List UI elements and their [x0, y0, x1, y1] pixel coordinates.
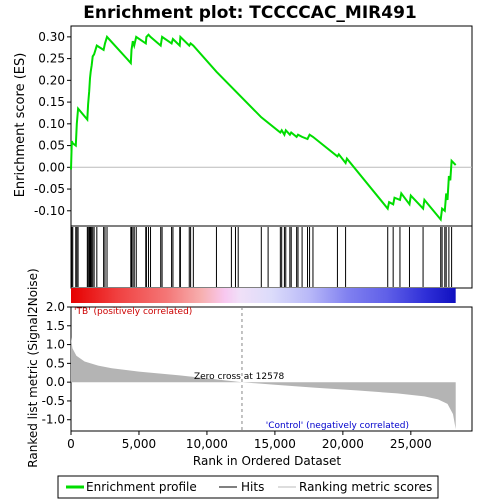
enrichment-profile-line [70, 33, 457, 222]
x-axis: 0 5,000 10,000 15,000 20,000 25,000 [67, 431, 432, 451]
metric-y-axis-label: Ranked list metric (Signal2Noise) [26, 268, 40, 467]
es-panel: 0.30 0.25 0.20 0.15 0.10 0.05 0.00 -0.05 -0.10 E… [13, 25, 473, 227]
es-y-tick-label: 0.00 [38, 160, 65, 174]
metric-y-tick-label: 0.5 [46, 356, 65, 370]
metric-y-tick-label: -1.0 [42, 413, 65, 427]
rank-color-bar [71, 288, 456, 303]
hits-panel [70, 225, 473, 289]
legend-enrichment-profile-label: Enrichment profile [86, 480, 197, 494]
legend-frame [57, 475, 439, 499]
metric-panel-frame [70, 306, 473, 432]
es-y-axis-label: Enrichment score (ES) [13, 53, 28, 198]
legend-hits-label: Hits [241, 480, 264, 494]
x-tick-label: 20,000 [322, 437, 364, 451]
x-tick-label: 0 [67, 437, 75, 451]
es-y-tick-label: 0.10 [38, 117, 65, 131]
chart-title: Enrichment plot: TCCCCAC_MIR491 [83, 3, 416, 23]
metric-panel: 2.0 1.5 1.0 0.5 0.0 -0.5 -1.0 Zero cross at 12… [26, 268, 473, 468]
ranking-metric-area [71, 337, 456, 430]
zero-cross-label: Zero cross at 12578 [194, 372, 285, 382]
es-y-tick-label: -0.10 [34, 204, 65, 218]
metric-y-tick-label: -0.5 [42, 394, 65, 408]
rank-gradient-bar [71, 288, 456, 303]
es-y-tick-label: 0.20 [38, 73, 65, 87]
x-axis-label: Rank in Ordered Dataset [193, 454, 341, 468]
es-y-tick-label: -0.05 [34, 182, 65, 196]
legend: Enrichment profile Hits Ranking metric s… [57, 475, 439, 499]
metric-y-tick-label: 2.0 [46, 300, 65, 314]
hits-panel-frame [70, 225, 473, 289]
es-y-tick-label: 0.25 [38, 52, 65, 66]
x-tick-label: 25,000 [390, 437, 432, 451]
x-tick-label: 5,000 [122, 437, 156, 451]
es-y-tick-label: 0.15 [38, 95, 65, 109]
es-y-tick-label: 0.05 [38, 139, 65, 153]
x-tick-label: 15,000 [254, 437, 296, 451]
metric-y-tick-label: 1.5 [46, 319, 65, 333]
metric-y-tick-label: 1.0 [46, 338, 65, 352]
legend-ranking-metric-label: Ranking metric scores [299, 480, 432, 494]
metric-y-tick-label: 0.0 [46, 375, 65, 389]
x-tick-label: 10,000 [186, 437, 228, 451]
positive-correlation-label: 'TB' (positively correlated) [74, 307, 192, 317]
negative-correlation-label: 'Control' (negatively correlated) [266, 421, 409, 431]
es-y-tick-label: 0.30 [38, 30, 65, 44]
